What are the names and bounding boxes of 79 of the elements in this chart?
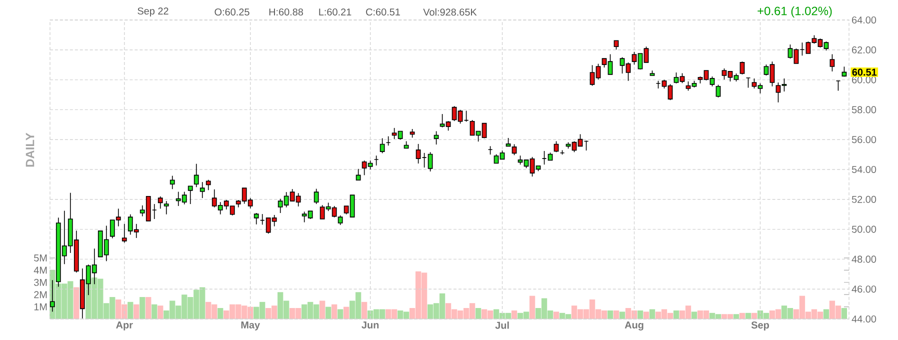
- y-tick-label: 58.00: [852, 106, 876, 114]
- y-tick-label: 46.00: [852, 286, 876, 293]
- bar: [134, 304, 140, 319]
- text: C:60.51: [366, 8, 400, 16]
- candlestick: [194, 163, 199, 188]
- x-tick-label: Sep: [751, 322, 769, 331]
- candlestick: [170, 175, 175, 190]
- candlestick: [512, 144, 517, 156]
- text: Vol:928.65K: [423, 8, 477, 16]
- bar: [128, 302, 134, 319]
- bar: [619, 312, 626, 319]
- candlestick: [434, 130, 439, 145]
- y-tick-label: 54.00: [852, 166, 876, 174]
- candlestick: [200, 182, 205, 198]
- bar: [751, 312, 758, 319]
- annotation: 60.51: [852, 68, 877, 76]
- candlestick: [554, 140, 559, 153]
- y-tick-label: 64.00: [852, 16, 876, 24]
- bar: [344, 306, 350, 319]
- bar: [553, 312, 560, 319]
- bar: [475, 308, 482, 319]
- candlestick: [830, 54, 835, 72]
- bar: [218, 308, 224, 319]
- candlestick: [338, 214, 343, 226]
- x-tick-label: Jun: [362, 322, 379, 328]
- bar: [152, 304, 158, 319]
- x-tick-label: Aug: [624, 322, 644, 330]
- text: Sep 22: [138, 7, 168, 16]
- y-tick-label: 50.00: [852, 226, 876, 233]
- bar: [841, 308, 848, 319]
- y-tick-label: 60.00: [852, 76, 876, 84]
- candlestick: [158, 196, 163, 210]
- bar: [146, 297, 152, 319]
- y2-tick-label: 3M: [34, 278, 47, 286]
- candlestick: [206, 179, 211, 191]
- bar: [613, 310, 620, 319]
- bar: [691, 312, 698, 319]
- bar: [673, 310, 680, 319]
- y-tick-label: 56.00: [852, 136, 876, 144]
- y2-tick-label: 5M: [34, 254, 47, 262]
- y-tick-label: 52.00: [852, 196, 876, 203]
- bar: [320, 300, 326, 319]
- bar: [649, 309, 656, 319]
- text: H:60.88: [269, 8, 304, 16]
- bar: [733, 314, 740, 319]
- x-tick-label: Apr: [116, 322, 133, 330]
- x-tick-label: May: [241, 322, 260, 330]
- candlestick: [122, 224, 127, 244]
- candlestick: [380, 138, 385, 154]
- bar: [529, 296, 536, 319]
- x-tick-label: Jul: [495, 322, 509, 329]
- bar: [140, 297, 146, 319]
- y-tick-label: 62.00: [852, 46, 876, 54]
- bar: [511, 310, 518, 319]
- candlestick: [254, 212, 259, 225]
- y2-tick-label: 4M: [34, 266, 47, 274]
- y-tick-label: 48.00: [852, 256, 876, 263]
- y2-tick-label: 2M: [34, 291, 47, 298]
- bar: [607, 310, 614, 319]
- candlestick: [356, 168, 361, 181]
- candlestick: [716, 84, 721, 98]
- bar: [362, 302, 368, 319]
- text: +0.61 (1.02%): [758, 6, 832, 18]
- bar: [326, 306, 332, 319]
- bar: [643, 312, 650, 319]
- text: L:60.21: [319, 8, 352, 16]
- candlestick: [188, 186, 193, 204]
- candlestick: [164, 200, 169, 215]
- candlestick: [314, 188, 319, 204]
- bar: [823, 309, 830, 319]
- text: O:60.25: [214, 8, 250, 16]
- bar: [332, 304, 338, 319]
- bar: [158, 306, 164, 319]
- bar: [637, 310, 644, 319]
- y2-tick-label: 1M: [34, 303, 47, 310]
- candlestick: [740, 61, 745, 75]
- bar: [338, 309, 344, 319]
- y-tick-label: 44.00: [852, 315, 876, 323]
- y2-axis-title: DAILY: [26, 132, 34, 167]
